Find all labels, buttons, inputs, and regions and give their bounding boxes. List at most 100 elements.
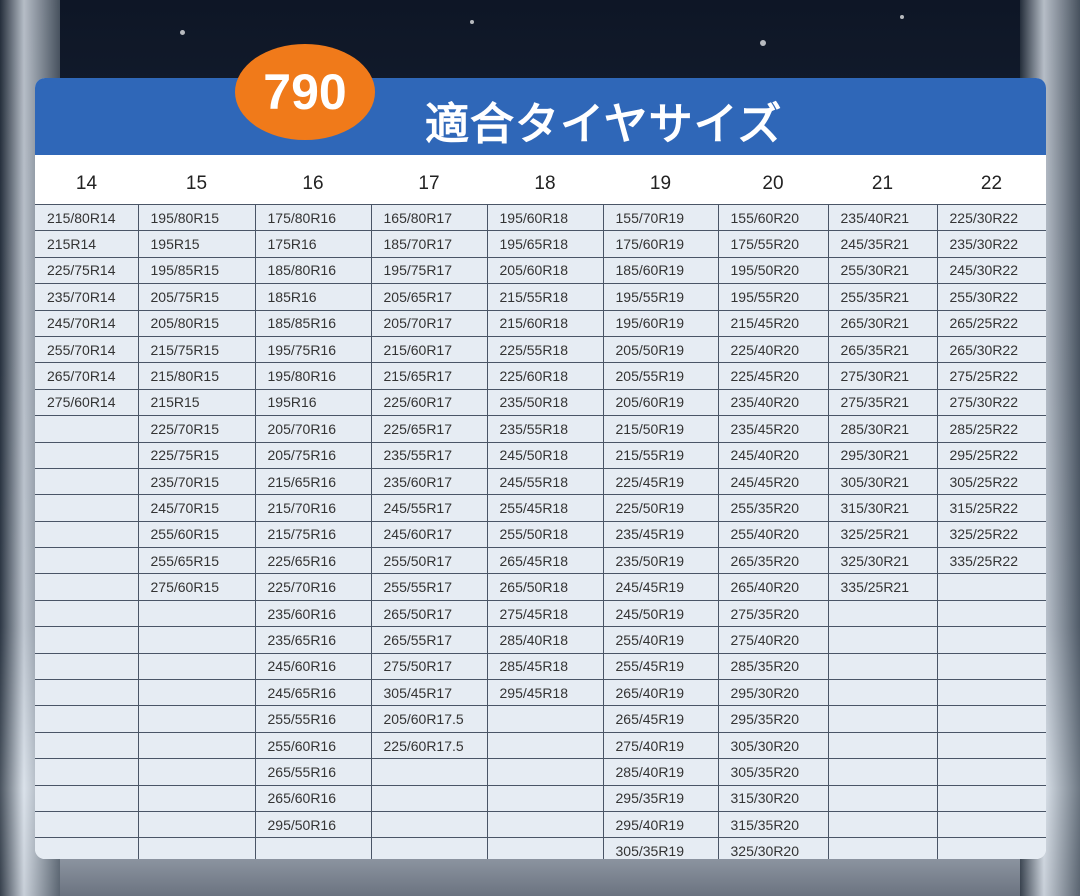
tire-size-cell: 225/50R19: [602, 494, 719, 522]
tire-size-cell: 265/35R21: [827, 335, 938, 364]
column-header-17: 17: [371, 155, 487, 205]
tire-size-cell: 225/65R17: [370, 415, 488, 443]
tire-size-cell: 255/50R17: [370, 547, 488, 575]
table-row: 265/70R14 215/80R15 195/80R16 215/65R17 225/…: [35, 362, 1046, 390]
tire-size-cell: 265/70R14: [35, 362, 139, 390]
tire-size-cell: [827, 626, 938, 654]
tire-size-cell: 215/75R15: [137, 335, 256, 364]
tire-size-cell: [370, 810, 488, 839]
tire-size-cell: 225/60R18: [486, 362, 604, 390]
tire-size-cell: 215/80R15: [137, 362, 256, 390]
tire-size-cell: [486, 705, 604, 733]
tire-size-cell: 255/40R20: [717, 520, 829, 549]
tire-size-cell: [936, 626, 1046, 654]
tire-size-cell: 265/50R17: [370, 599, 488, 628]
tire-size-cell: 225/70R15: [137, 415, 256, 443]
tire-size-cell: 235/50R19: [602, 547, 719, 575]
tire-size-cell: 195/50R20: [717, 256, 829, 285]
tire-size-cell: 275/50R17: [370, 652, 488, 681]
tire-size-cell: 295/30R20: [717, 679, 829, 707]
tire-size-cell: 215/80R14: [35, 203, 139, 232]
table-row: 255/60R16 225/60R17.5 275/40R19 305/30R20: [35, 731, 1046, 760]
tire-size-cell: 205/70R17: [370, 309, 488, 337]
tire-size-cell: 215/60R18: [486, 309, 604, 337]
tire-size-cell: 225/30R22: [936, 203, 1046, 232]
tire-size-cell: 305/30R20: [717, 731, 829, 760]
tire-size-cell: 245/35R21: [827, 230, 938, 258]
tire-size-cell: 325/30R21: [827, 547, 938, 575]
tire-size-cell: 195/80R16: [254, 362, 372, 390]
tire-size-cell: [827, 705, 938, 733]
tire-size-cell: 225/45R19: [602, 467, 719, 496]
count-badge: 790: [235, 44, 375, 140]
tire-size-cell: 235/65R16: [254, 626, 372, 654]
tire-size-cell: [827, 810, 938, 839]
table-row: 255/60R15 215/75R16 245/60R17 255/50R18 235/…: [35, 520, 1046, 549]
tire-size-cell: [137, 652, 256, 681]
tire-size-cell: 325/25R22: [936, 520, 1046, 549]
tire-size-cell: 235/60R17: [370, 467, 488, 496]
column-header-19: 19: [603, 155, 718, 205]
tire-size-cell: 265/40R20: [717, 573, 829, 601]
tire-size-cell: 215/55R18: [486, 283, 604, 311]
tire-size-cell: 235/45R20: [717, 415, 829, 443]
tire-size-cell: 215R15: [137, 388, 256, 417]
tire-size-cell: 245/60R17: [370, 520, 488, 549]
tire-size-cell: [254, 837, 372, 859]
tire-size-cell: [137, 679, 256, 707]
tire-size-cell: [35, 573, 139, 601]
tire-size-cell: 215/65R16: [254, 467, 372, 496]
table-row: 305/35R19 325/30R20: [35, 837, 1046, 859]
tire-size-cell: 155/60R20: [717, 203, 829, 232]
tire-size-cell: 215R14: [35, 230, 139, 258]
tire-size-cell: [827, 599, 938, 628]
table-row: 265/55R16 285/40R19 305/35R20: [35, 758, 1046, 786]
tire-size-cell: 175/60R19: [602, 230, 719, 258]
tire-size-cell: 225/65R16: [254, 547, 372, 575]
column-header-22: 22: [937, 155, 1046, 205]
tire-size-cell: 255/45R18: [486, 494, 604, 522]
tire-size-cell: 255/35R21: [827, 283, 938, 311]
tire-size-cell: 195/60R18: [486, 203, 604, 232]
tire-size-cell: 305/25R22: [936, 467, 1046, 496]
tire-size-cell: 195/80R15: [137, 203, 256, 232]
tire-size-cell: 235/40R21: [827, 203, 938, 232]
table-row: 215R14 195R15 175R16 185/70R17 195/65R18 175/…: [35, 230, 1046, 258]
tire-size-cell: [35, 415, 139, 443]
tire-size-cell: [827, 784, 938, 812]
tire-size-cell: 245/45R20: [717, 467, 829, 496]
tire-size-cell: [35, 626, 139, 654]
tire-size-cell: 295/45R18: [486, 679, 604, 707]
tire-size-cell: [936, 837, 1046, 859]
page-title: 適合タイヤサイズ: [425, 100, 783, 149]
tire-size-cell: 275/40R20: [717, 626, 829, 654]
table-row: 245/70R14 205/80R15 185/85R16 205/70R17 215/…: [35, 309, 1046, 337]
tire-size-cell: 205/70R16: [254, 415, 372, 443]
tire-size-cell: 205/60R17.5: [370, 705, 488, 733]
tire-size-cell: [936, 784, 1046, 812]
tire-size-cell: 255/55R16: [254, 705, 372, 733]
tire-size-cell: 265/30R21: [827, 309, 938, 337]
tire-size-cell: 225/40R20: [717, 335, 829, 364]
tire-size-cell: 265/45R18: [486, 547, 604, 575]
tire-size-cell: 195R15: [137, 230, 256, 258]
tire-size-cell: 245/70R14: [35, 309, 139, 337]
tire-size-cell: [370, 758, 488, 786]
tire-size-cell: 225/45R20: [717, 362, 829, 390]
tire-size-cell: 285/40R19: [602, 758, 719, 786]
tire-size-cell: 205/80R15: [137, 309, 256, 337]
tire-size-cell: 265/25R22: [936, 309, 1046, 337]
tire-size-cell: 255/40R19: [602, 626, 719, 654]
tire-size-cell: 195/75R17: [370, 256, 488, 285]
tire-size-cell: 245/40R20: [717, 441, 829, 469]
tire-size-cell: 185/85R16: [254, 309, 372, 337]
tire-size-cell: 305/35R19: [602, 837, 719, 859]
tire-size-cell: 295/35R19: [602, 784, 719, 812]
table-row: 235/70R14 205/75R15 185R16 205/65R17 215/55R…: [35, 283, 1046, 311]
tire-size-cell: 255/30R22: [936, 283, 1046, 311]
column-header-16: 16: [255, 155, 371, 205]
tire-size-cell: 305/30R21: [827, 467, 938, 496]
tire-size-cell: 235/55R17: [370, 441, 488, 469]
tire-size-cell: [137, 705, 256, 733]
column-header-20: 20: [718, 155, 828, 205]
